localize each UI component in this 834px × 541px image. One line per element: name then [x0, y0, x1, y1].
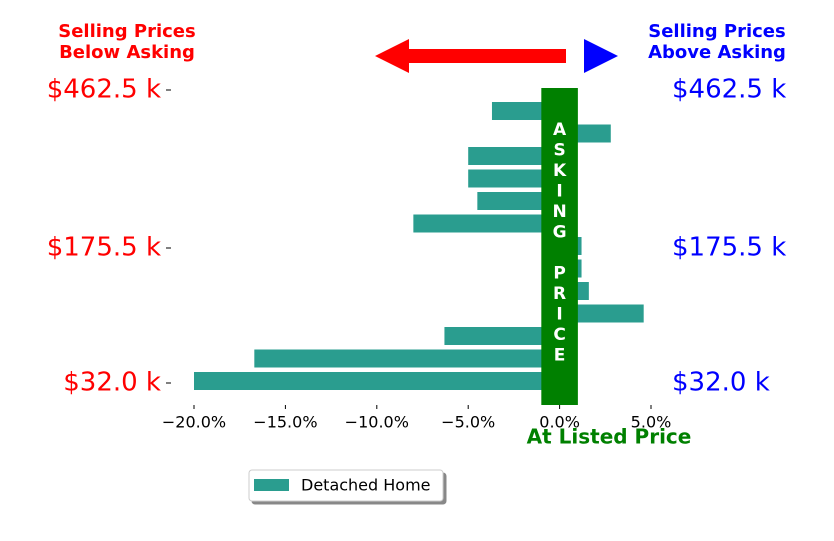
x-tick-label: −20.0% — [162, 413, 226, 432]
x-axis-label: At Listed Price — [527, 425, 692, 449]
left-title: Selling Prices — [58, 21, 195, 42]
asking-band — [541, 88, 578, 405]
left-title: Below Asking — [59, 42, 195, 63]
x-tick-label: 5.0% — [631, 413, 672, 432]
legend-label: Detached Home — [301, 476, 431, 495]
left-arrow — [375, 39, 566, 73]
bar — [468, 169, 560, 188]
legend-swatch — [254, 479, 289, 491]
legend-box — [248, 469, 444, 502]
right-title: Selling Prices — [648, 21, 785, 42]
x-tick-label: 0.0% — [539, 413, 580, 432]
y-tick-label-right: $462.5 k — [672, 75, 786, 105]
bar — [477, 192, 560, 210]
right-arrow — [584, 39, 618, 73]
y-tick-label-left: $175.5 k — [47, 233, 161, 263]
bar — [444, 327, 560, 345]
x-tick-label: −5.0% — [441, 413, 495, 432]
bar — [194, 372, 560, 390]
bar — [413, 214, 560, 233]
bar — [559, 304, 644, 323]
y-tick-label-left: $32.0 k — [63, 368, 161, 398]
y-tick-label-right: $175.5 k — [672, 233, 786, 263]
x-tick-label: −10.0% — [345, 413, 409, 432]
y-tick-label-right: $32.0 k — [672, 368, 770, 398]
x-tick-label: −15.0% — [253, 413, 317, 432]
y-tick-label-left: $462.5 k — [47, 75, 161, 105]
right-title: Above Asking — [648, 42, 786, 63]
bar — [468, 147, 560, 165]
bar — [254, 349, 560, 368]
